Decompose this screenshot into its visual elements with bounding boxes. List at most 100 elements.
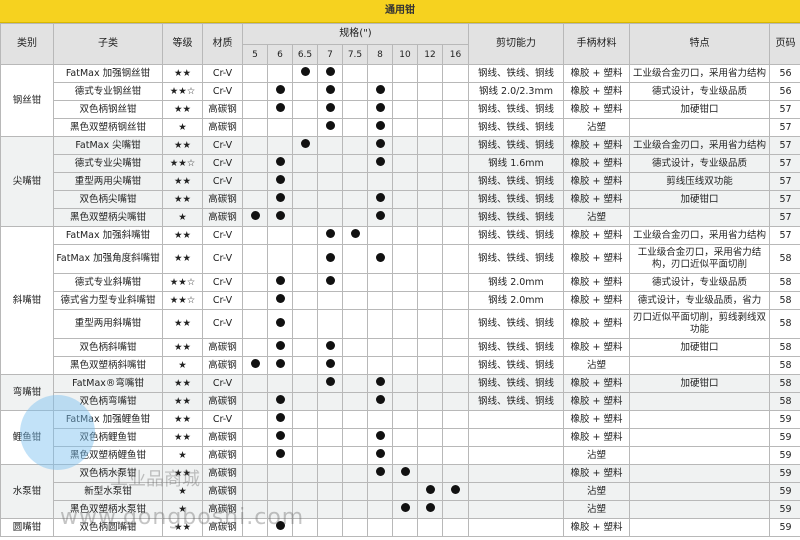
feature-cell — [629, 118, 770, 137]
size-cell — [292, 291, 318, 310]
feature-cell: 工业级合金刃口，采用省力结构 — [629, 64, 770, 83]
available-dot-icon — [375, 395, 385, 404]
feature-cell: 德式设计，专业级品质 — [629, 273, 770, 292]
size-cell — [342, 356, 368, 375]
size-cell — [292, 208, 318, 227]
cutting-cell: 钢线、铁线、铜线 — [468, 64, 564, 83]
table-row: 双色柄钢丝钳 ★★ 高碳钢 钢线、铁线、铜线 橡胶 + 塑料 加硬钳口 57 — [1, 100, 800, 119]
grade-stars: ★★☆ — [162, 291, 203, 310]
size-cell — [242, 356, 268, 375]
size-cell — [367, 338, 393, 357]
size-cell — [292, 392, 318, 411]
material-cell: Cr-V — [202, 309, 243, 339]
available-dot-icon — [325, 377, 335, 386]
available-dot-icon — [275, 276, 285, 285]
header-size: 5 — [242, 44, 268, 65]
size-cell — [292, 338, 318, 357]
size-cell — [342, 428, 368, 447]
size-cell — [417, 273, 443, 292]
size-cell — [267, 226, 293, 245]
cutting-cell: 钢线、铁线、铜线 — [468, 226, 564, 245]
size-cell — [317, 172, 343, 191]
handle-cell: 橡胶 + 塑料 — [563, 410, 630, 429]
grade-stars: ★★☆ — [162, 82, 203, 101]
size-cell — [342, 64, 368, 83]
subcategory-cell: 双色柄钢丝钳 — [53, 100, 163, 119]
size-cell — [417, 82, 443, 101]
feature-cell — [629, 392, 770, 411]
cutting-cell — [468, 500, 564, 519]
subcategory-cell: 黑色双塑柄鲤鱼钳 — [53, 446, 163, 465]
size-cell — [417, 118, 443, 137]
header-size: 7 — [317, 44, 343, 65]
size-cell — [367, 82, 393, 101]
size-cell — [442, 482, 469, 501]
cutting-cell: 钢线、铁线、铜线 — [468, 374, 564, 393]
size-cell — [442, 464, 469, 483]
size-cell — [442, 208, 469, 227]
size-cell — [367, 136, 393, 155]
table-row: 弯嘴钳 FatMax®弯嘴钳 ★★ Cr-V 钢线、铁线、铜线 橡胶 + 塑料 加硬钳口 58 — [0, 374, 800, 411]
size-cell — [367, 154, 393, 173]
available-dot-icon — [325, 359, 335, 368]
page-cell: 58 — [769, 244, 800, 274]
subcategory-cell: 双色柄水泵钳 — [53, 464, 163, 483]
material-cell: 高碳钢 — [202, 446, 243, 465]
size-cell — [267, 100, 293, 119]
subcategory-cell: 德式专业斜嘴钳 — [53, 273, 163, 292]
material-cell: Cr-V — [202, 64, 243, 83]
size-cell — [242, 100, 268, 119]
cutting-cell — [468, 518, 564, 537]
size-cell — [292, 309, 318, 339]
table-row: 双色柄鲤鱼钳 ★★ 高碳钢 橡胶 + 塑料 59 — [1, 428, 800, 447]
feature-cell — [629, 482, 770, 501]
material-cell: 高碳钢 — [202, 118, 243, 137]
available-dot-icon — [275, 193, 285, 202]
size-cell — [292, 482, 318, 501]
size-cell — [317, 64, 343, 83]
handle-cell: 橡胶 + 塑料 — [563, 172, 630, 191]
size-cell — [267, 500, 293, 519]
size-cell — [242, 82, 268, 101]
available-dot-icon — [275, 341, 285, 350]
available-dot-icon — [325, 341, 335, 350]
size-cell — [392, 154, 418, 173]
available-dot-icon — [325, 276, 335, 285]
cutting-cell — [468, 482, 564, 501]
subcategory-cell: 黑色双塑柄斜嘴钳 — [53, 356, 163, 375]
grade-stars: ★★ — [162, 518, 203, 537]
size-cell — [317, 428, 343, 447]
size-cell — [242, 154, 268, 173]
subcategory-cell: 德式专业尖嘴钳 — [53, 154, 163, 173]
size-cell — [392, 428, 418, 447]
page-cell: 57 — [769, 190, 800, 209]
page-cell: 59 — [769, 428, 800, 447]
size-cell — [267, 273, 293, 292]
size-cell — [417, 518, 443, 537]
size-cell — [392, 100, 418, 119]
size-cell — [367, 64, 393, 83]
size-cell — [317, 356, 343, 375]
size-cell — [392, 356, 418, 375]
size-cell — [392, 446, 418, 465]
handle-cell: 橡胶 + 塑料 — [563, 374, 630, 393]
subcategory-cell: 德式省力型专业斜嘴钳 — [53, 291, 163, 310]
size-cell — [292, 428, 318, 447]
material-cell: Cr-V — [202, 82, 243, 101]
handle-cell: 橡胶 + 塑料 — [563, 338, 630, 357]
material-cell: 高碳钢 — [202, 428, 243, 447]
category-cell: 圆嘴钳 — [0, 518, 54, 537]
size-cell — [342, 244, 368, 274]
size-cell — [242, 446, 268, 465]
size-cell — [442, 82, 469, 101]
available-dot-icon — [275, 449, 285, 458]
table-row: 德式省力型专业斜嘴钳 ★★☆ Cr-V 钢线 2.0mm 橡胶 + 塑料 德式设计，专业级… — [1, 291, 800, 310]
handle-cell: 橡胶 + 塑料 — [563, 136, 630, 155]
header-grade: 等级 — [162, 23, 203, 65]
size-cell — [392, 190, 418, 209]
size-cell — [267, 338, 293, 357]
size-cell — [442, 226, 469, 245]
available-dot-icon — [425, 503, 435, 512]
available-dot-icon — [375, 139, 385, 148]
size-cell — [242, 392, 268, 411]
